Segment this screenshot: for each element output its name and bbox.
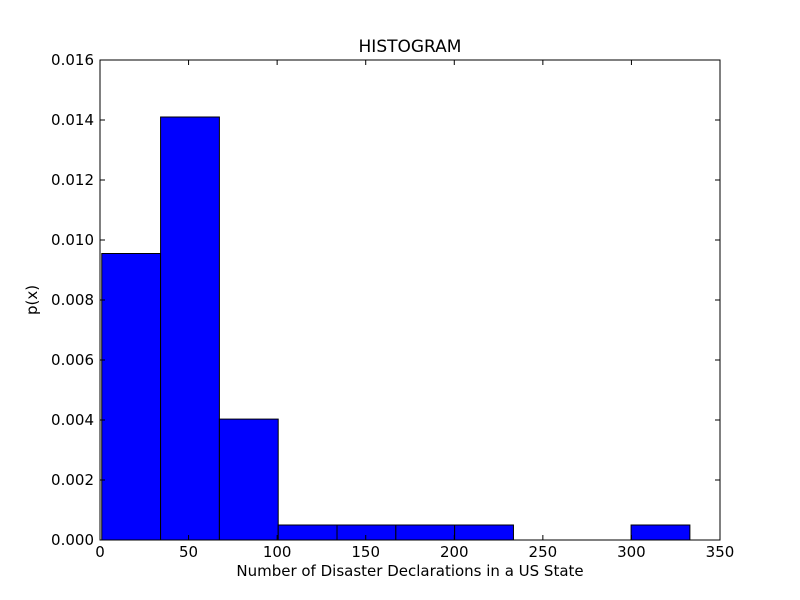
y-tick-label: 0.010	[51, 231, 94, 249]
histogram-bar-4	[277, 524, 338, 541]
histogram-bar-5	[336, 524, 397, 541]
x-tick-label: 200	[440, 543, 469, 561]
y-tick-label: 0.006	[51, 351, 94, 369]
x-tick-label: 250	[529, 543, 558, 561]
histogram-bar-1	[101, 253, 162, 541]
x-axis-label: Number of Disaster Declarations in a US …	[236, 562, 583, 580]
y-tick-label: 0.014	[51, 111, 94, 129]
bars-group	[101, 116, 691, 541]
y-tick-label: 0.002	[51, 471, 94, 489]
histogram-bar-2	[160, 116, 220, 541]
y-tick-label: 0.004	[51, 411, 94, 429]
y-tick-label: 0.016	[51, 51, 94, 69]
x-tick-label: 100	[263, 543, 292, 561]
x-tick-label: 50	[179, 543, 198, 561]
x-tick-label: 350	[706, 543, 735, 561]
y-axis-label: p(x)	[23, 285, 41, 315]
x-tick-label: 0	[95, 543, 105, 561]
histogram-bar-6	[395, 524, 456, 541]
y-tick-label: 0.008	[51, 291, 94, 309]
x-tick-label: 150	[351, 543, 380, 561]
ticks-group: 0 50 100 150 200 250 300 350 0.000 0.002 0.004 0.00…	[51, 51, 734, 561]
y-tick-label: 0.012	[51, 171, 94, 189]
histogram-bar-3	[218, 418, 279, 541]
histogram-bar-7	[454, 524, 514, 541]
chart-title: HISTOGRAM	[359, 37, 462, 57]
x-tick-label: 300	[617, 543, 646, 561]
histogram-bar-10	[630, 524, 691, 541]
y-tick-label: 0.000	[51, 531, 94, 549]
